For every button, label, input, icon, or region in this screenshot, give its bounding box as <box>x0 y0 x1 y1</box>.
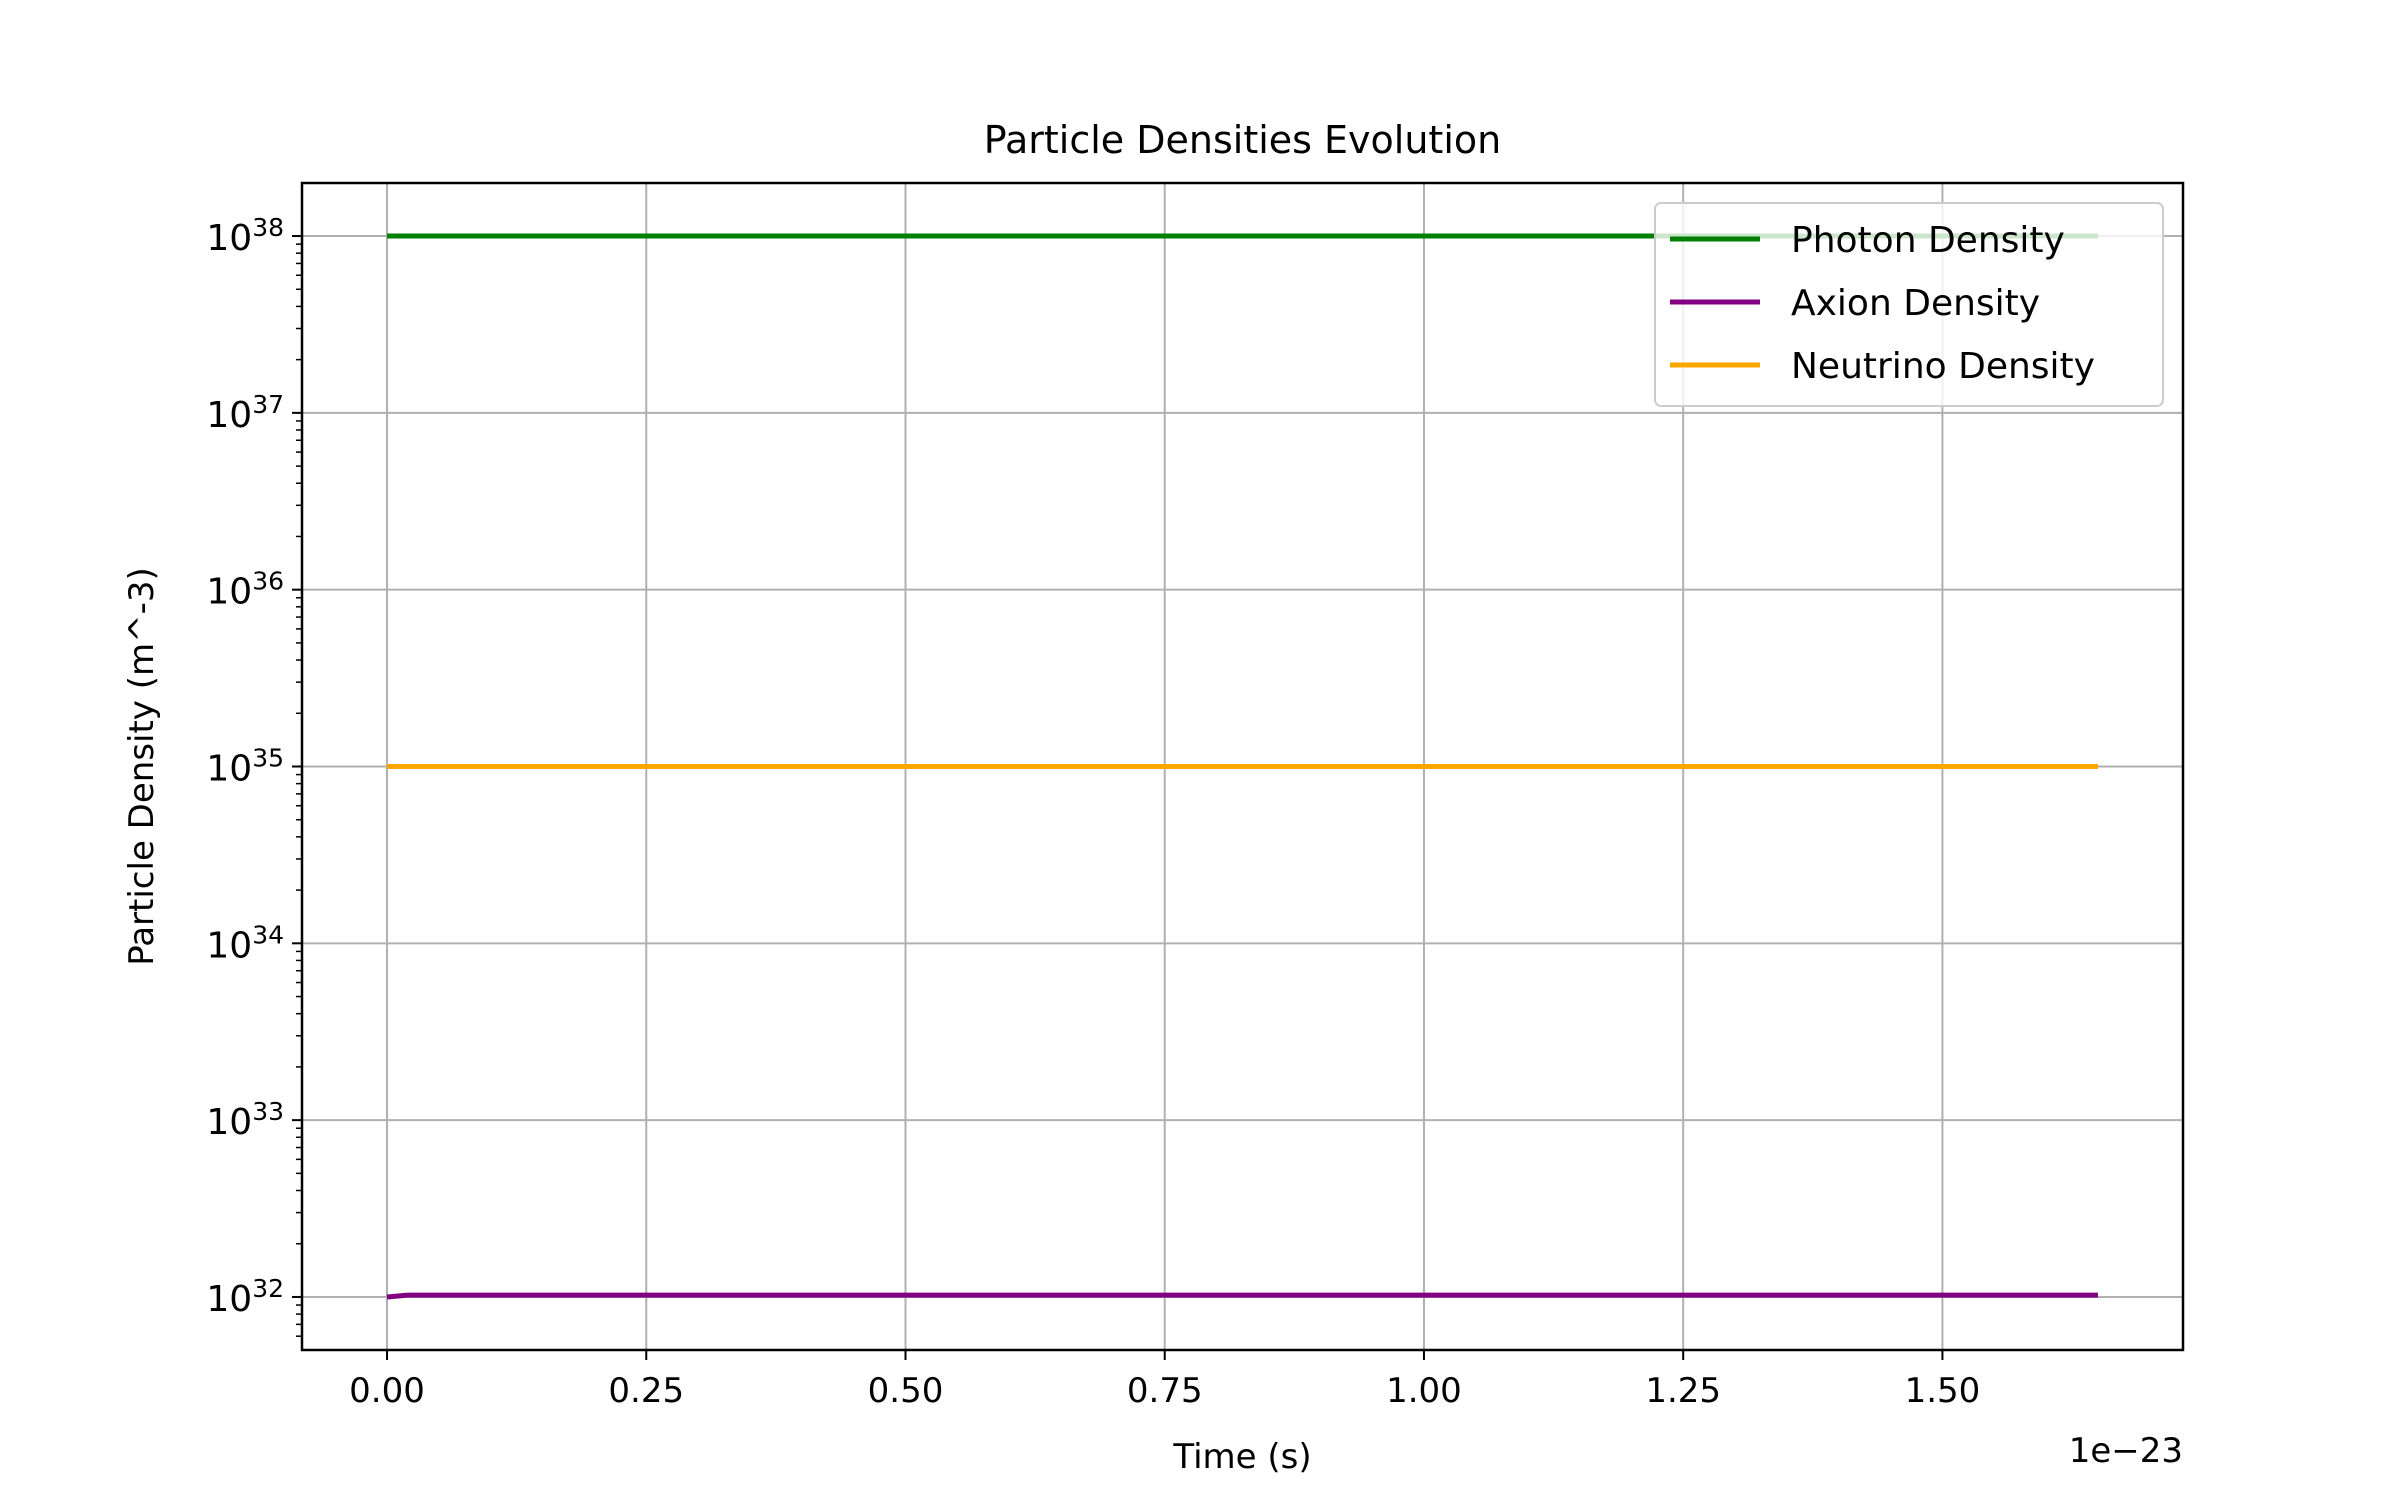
x-tick-label: 0.50 <box>868 1371 944 1411</box>
y-tick-label: 1035 <box>206 744 284 790</box>
y-axis-label: Particle Density (m^-3) <box>122 567 162 966</box>
y-tick-label: 1037 <box>206 390 284 436</box>
axion-density-line <box>386 1292 2098 1300</box>
x-tick-label: 0.75 <box>1127 1371 1203 1411</box>
legend: Photon Density Axion Density Neutrino Dens… <box>1654 202 2164 407</box>
x-axis: 0.00 0.25 0.50 0.75 1.00 1.25 1.50 <box>349 1350 1980 1411</box>
y-axis: 1032 1033 1034 1035 1036 1037 1038 <box>206 213 302 1337</box>
x-tick-label: 1.25 <box>1645 1371 1721 1411</box>
y-tick-label: 1032 <box>206 1274 284 1320</box>
legend-box <box>1654 202 2164 407</box>
chart-title: Particle Densities Evolution <box>984 118 1501 162</box>
legend-label-neutrino-density: Neutrino Density <box>1791 346 2095 387</box>
x-tick-label: 0.25 <box>608 1371 684 1411</box>
x-tick-label: 1.50 <box>1905 1371 1981 1411</box>
x-axis-offset-label: 1e−23 <box>2069 1431 2183 1471</box>
y-tick-label: 1038 <box>206 213 284 259</box>
legend-label-photon-density: Photon Density <box>1791 220 2065 261</box>
x-tick-label: 1.00 <box>1386 1371 1462 1411</box>
x-tick-label: 0.00 <box>349 1371 425 1411</box>
legend-label-axion-density: Axion Density <box>1791 283 2040 324</box>
x-axis-label: Time (s) <box>1172 1437 1311 1477</box>
y-tick-label: 1034 <box>206 920 284 966</box>
y-tick-label: 1033 <box>206 1097 284 1143</box>
y-tick-label: 1036 <box>206 567 284 613</box>
